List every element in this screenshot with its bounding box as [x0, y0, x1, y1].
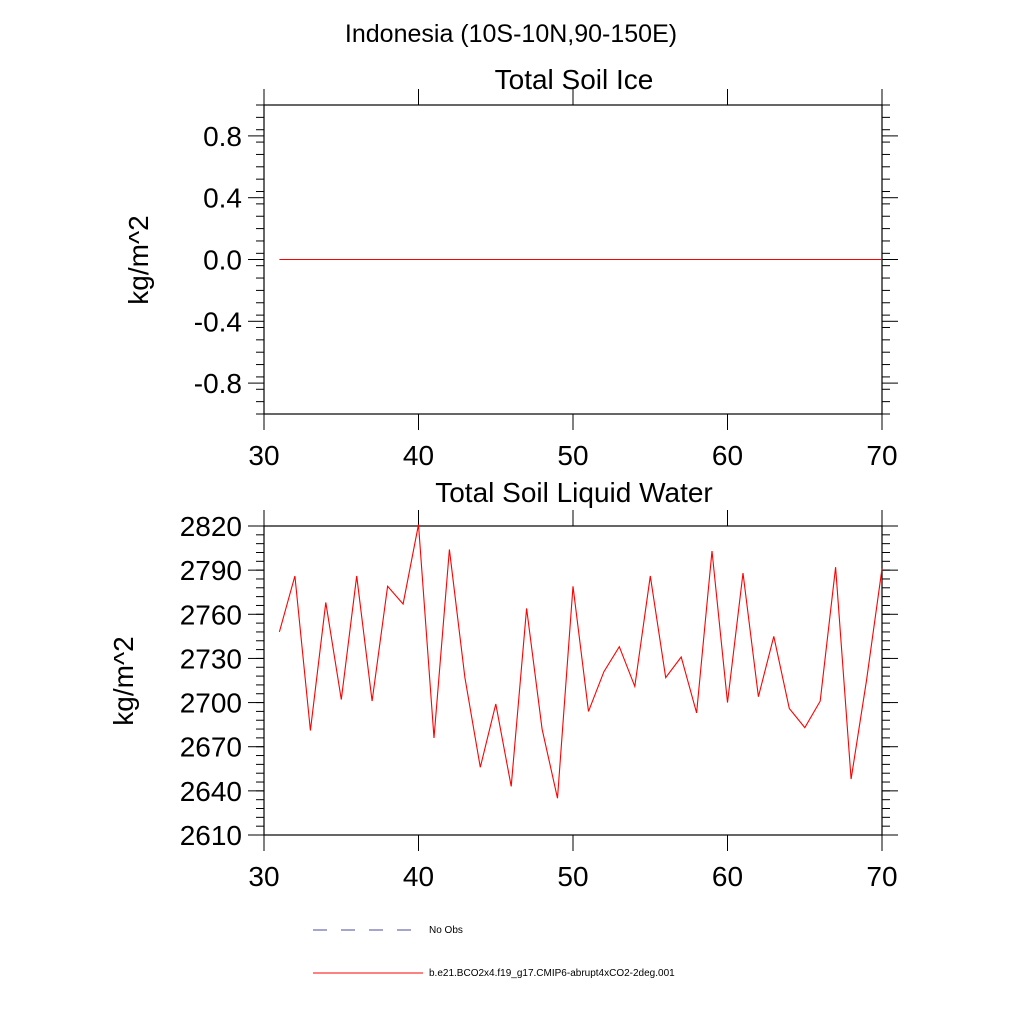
soil-liquid-y-ticks: 2610 2640 2670 2700 2730 2760 2790 2820 [180, 511, 898, 851]
legend-model-label: b.e21.BCO2x4.f19_g17.CMIP6-abrupt4xCO2-2… [429, 968, 675, 979]
soil-ice-x-tick-label: 60 [712, 440, 743, 471]
soil-liquid-y-tick-label: 2640 [180, 776, 242, 807]
soil-liquid-y-tick-label: 2760 [180, 599, 242, 630]
soil-liquid-y-label: kg/m^2 [108, 636, 139, 725]
soil-ice-title: Total Soil Ice [495, 64, 654, 95]
soil-liquid-title: Total Soil Liquid Water [435, 477, 713, 508]
region-title: Indonesia (10S-10N,90-150E) [345, 20, 677, 48]
legend: No Obs b.e21.BCO2x4.f19_g17.CMIP6-abrupt… [313, 925, 675, 979]
soil-ice-y-tick-label: -0.4 [194, 306, 242, 337]
soil-liquid-x-tick-label: 50 [557, 861, 588, 892]
soil-liquid-x-tick-label: 70 [866, 861, 897, 892]
soil-ice-y-ticks: -0.8 -0.4 0.0 0.4 0.8 [194, 121, 898, 399]
soil-ice-minor-ticks [256, 104, 890, 415]
legend-no-obs-label: No Obs [429, 925, 463, 936]
soil-liquid-series [278, 524, 883, 799]
soil-liquid-panel: Total Soil Liquid Water kg/m^2 261026402… [108, 477, 898, 892]
soil-ice-y-tick-label: -0.8 [194, 368, 242, 399]
soil-liquid-minor-ticks [256, 525, 890, 836]
soil-liquid-series-line [278, 524, 883, 799]
soil-liquid-x-tick-label: 60 [712, 861, 743, 892]
soil-ice-x-tick-label: 70 [866, 440, 897, 471]
soil-liquid-y-tick-label: 2610 [180, 820, 242, 851]
soil-ice-x-ticks: 30 40 50 60 70 [248, 89, 898, 471]
soil-ice-y-tick-label: 0.4 [203, 183, 242, 214]
soil-liquid-y-tick-label: 2730 [180, 643, 242, 674]
soil-liquid-y-tick-label: 2820 [180, 511, 242, 542]
soil-liquid-x-tick-label: 40 [403, 861, 434, 892]
soil-liquid-x-ticks: 30 40 50 60 70 [248, 510, 898, 892]
soil-ice-x-tick-label: 50 [557, 440, 588, 471]
soil-liquid-x-tick-label: 30 [248, 861, 279, 892]
soil-ice-panel: Total Soil Ice kg/m^2 -0.8-0.40.00.40.8 … [123, 64, 898, 471]
soil-ice-y-label: kg/m^2 [123, 215, 154, 304]
soil-liquid-y-tick-label: 2670 [180, 732, 242, 763]
soil-liquid-y-tick-label: 2790 [180, 555, 242, 586]
soil-ice-y-tick-label: 0.0 [203, 245, 242, 276]
soil-ice-x-tick-label: 30 [248, 440, 279, 471]
soil-liquid-y-tick-label: 2700 [180, 688, 242, 719]
soil-ice-x-tick-label: 40 [403, 440, 434, 471]
soil-ice-y-tick-label: 0.8 [203, 121, 242, 152]
soil-liquid-plot-frame [263, 525, 883, 836]
